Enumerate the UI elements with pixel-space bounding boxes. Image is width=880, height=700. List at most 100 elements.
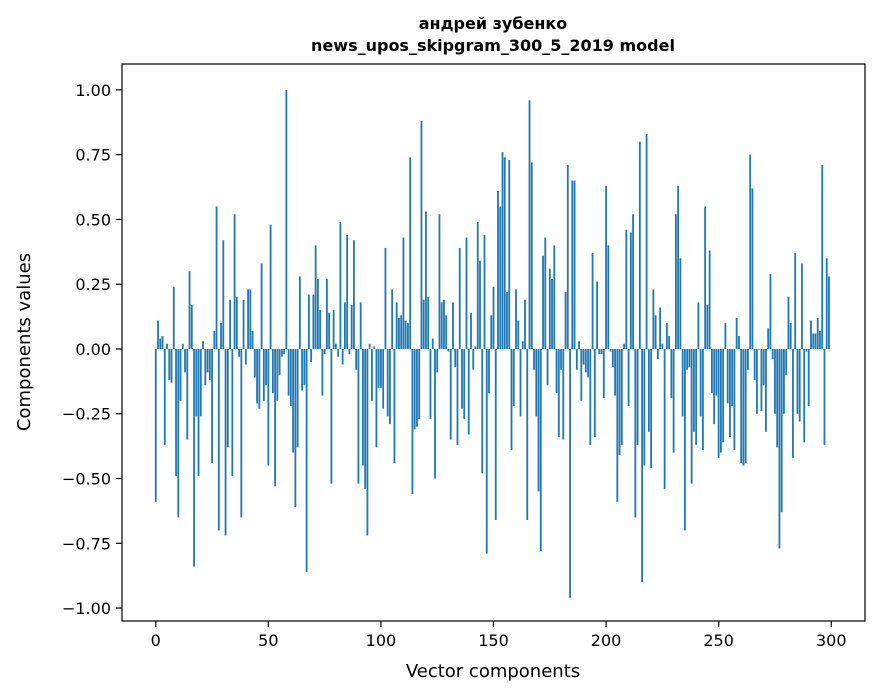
bar	[807, 348, 810, 406]
bar	[697, 302, 700, 349]
bar	[391, 289, 394, 349]
bar	[362, 348, 364, 466]
bar	[175, 348, 177, 476]
bar	[672, 348, 675, 453]
bar	[251, 330, 254, 349]
bar	[231, 348, 234, 476]
x-tick-label: 300	[816, 631, 847, 650]
bar	[801, 263, 803, 349]
bar	[305, 348, 308, 572]
bar	[530, 162, 533, 349]
bar	[170, 348, 173, 383]
bar	[294, 348, 297, 508]
bar	[213, 330, 216, 349]
bar	[677, 185, 680, 349]
bar	[668, 336, 671, 349]
bar	[692, 348, 695, 432]
bar	[720, 348, 722, 453]
bar	[548, 268, 551, 349]
bar	[729, 348, 731, 438]
bar	[404, 320, 407, 349]
bar	[445, 315, 448, 349]
bar	[154, 348, 157, 502]
bar	[564, 291, 567, 349]
bar	[573, 180, 576, 349]
bar	[663, 348, 666, 489]
bar	[652, 289, 655, 349]
bar	[521, 341, 524, 349]
y-tick-label: 0.00	[75, 340, 111, 359]
bar	[587, 348, 589, 378]
bar	[546, 348, 549, 386]
bar	[537, 348, 540, 492]
bar	[557, 348, 560, 438]
bar	[474, 346, 477, 349]
bar	[260, 263, 263, 349]
chart-title-line-2: news_upos_skipgram_300_5_2019 model	[311, 36, 675, 55]
y-axis: −1.00 −0.75 −0.50 −0.25 0.00 0.25 0.50 0.75 1.00	[62, 81, 122, 618]
bar	[632, 214, 634, 349]
bar	[334, 343, 337, 349]
bar	[325, 279, 328, 349]
bar	[215, 206, 218, 349]
bar	[181, 343, 184, 349]
bar	[253, 348, 256, 378]
bar	[328, 312, 331, 349]
bar	[584, 348, 587, 373]
bar	[706, 304, 709, 349]
bar	[593, 348, 596, 438]
bar	[163, 348, 166, 445]
bar	[742, 348, 745, 466]
bar	[197, 348, 200, 476]
bar	[431, 338, 434, 349]
bar	[659, 307, 662, 349]
bar	[454, 348, 457, 368]
bar	[377, 348, 380, 388]
bar	[199, 348, 202, 417]
bar	[389, 348, 391, 425]
bar	[638, 141, 641, 349]
bar	[190, 304, 193, 349]
bar	[582, 348, 585, 365]
bar	[443, 299, 445, 349]
bar	[636, 348, 639, 445]
bar	[267, 348, 270, 466]
bar	[436, 348, 439, 373]
y-tick-label: −0.75	[62, 534, 111, 553]
bar	[193, 348, 195, 567]
bar	[179, 348, 182, 401]
bar	[350, 304, 353, 349]
bar	[738, 336, 740, 349]
bar	[758, 348, 761, 350]
bar	[596, 281, 598, 349]
bar	[168, 348, 171, 381]
bar	[670, 348, 673, 399]
bar	[771, 348, 774, 360]
bar	[416, 348, 418, 427]
bar	[465, 237, 468, 349]
bar	[449, 348, 452, 440]
bar	[285, 89, 288, 349]
bar	[654, 315, 657, 349]
bar	[222, 240, 225, 349]
bar	[220, 323, 222, 349]
bar	[627, 348, 630, 406]
bar	[380, 348, 382, 388]
bar	[413, 348, 416, 430]
bar	[798, 348, 801, 422]
bar	[217, 348, 220, 531]
bar	[157, 320, 159, 349]
bar	[159, 338, 162, 349]
bar	[470, 312, 472, 349]
bar	[600, 348, 603, 355]
bar	[542, 255, 544, 349]
bar	[447, 348, 450, 352]
bar	[258, 348, 261, 409]
chart-title-line-1: андрей зубенко	[419, 14, 568, 33]
bar	[767, 328, 770, 349]
bar	[634, 348, 637, 518]
bar	[602, 348, 605, 399]
bar	[224, 348, 227, 536]
bar	[238, 348, 240, 357]
